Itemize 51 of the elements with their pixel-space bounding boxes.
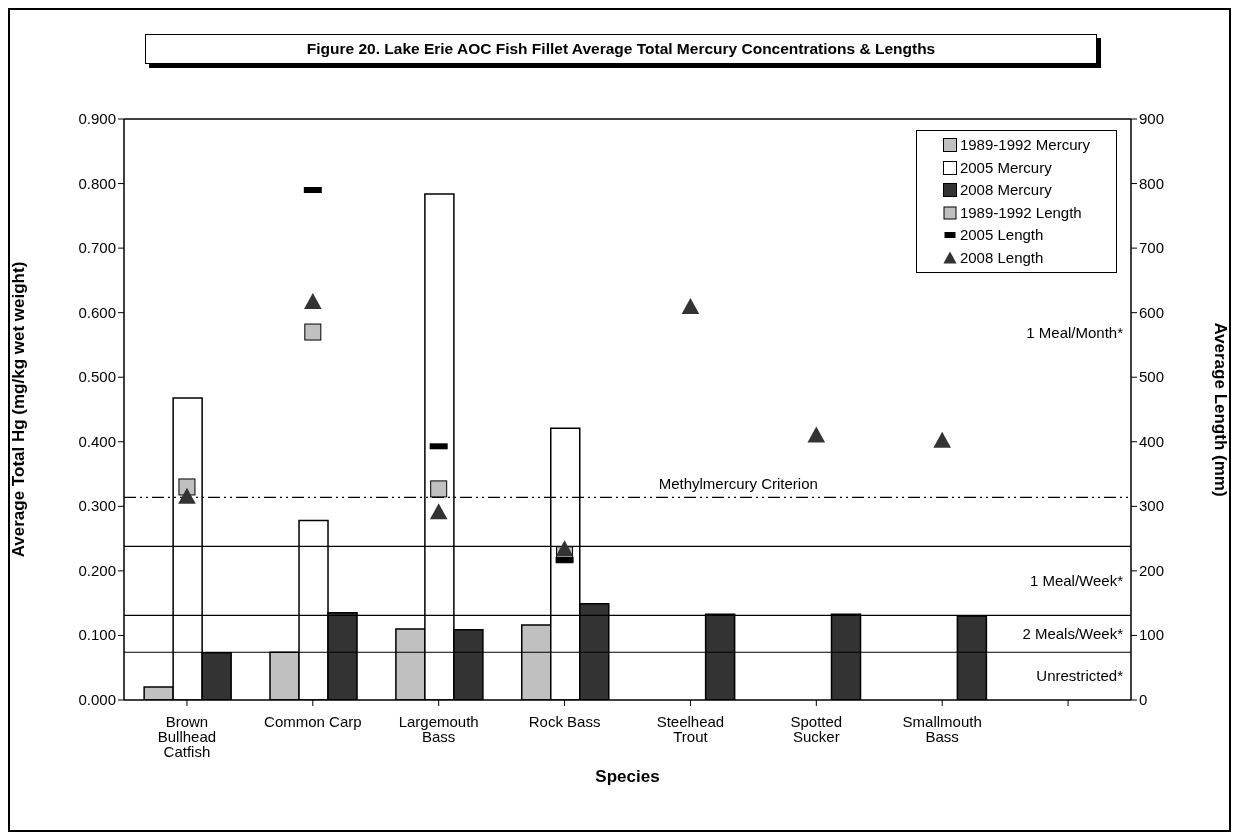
point <box>430 480 448 498</box>
legend-label: 2005 Mercury <box>959 157 1052 178</box>
x-tick-label: Smallmouth Bass <box>902 712 982 745</box>
annotation: Unrestricted* <box>1036 667 1123 686</box>
x-tick-label: Rock Bass <box>528 712 601 730</box>
y2-tick-label: 800 <box>1139 174 1165 192</box>
point <box>555 540 574 557</box>
y2-axis-title: Average Length (mm) <box>1210 322 1230 497</box>
y2-tick-label: 200 <box>1139 561 1165 579</box>
y-tick-label: 0.800 <box>78 174 116 192</box>
y2-tick-label: 700 <box>1139 239 1165 257</box>
legend-label: 1989-1992 Length <box>959 202 1082 223</box>
point <box>681 298 700 315</box>
point <box>429 503 448 520</box>
ref-line-label: Methylmercury Criterion <box>658 475 818 493</box>
x-tick-label: Brown Bullhead Catfish <box>157 712 217 760</box>
legend-label: 2008 Length <box>959 247 1044 268</box>
y2-tick-label: 0 <box>1139 691 1148 708</box>
x-tick-label: Steelhead Trout <box>656 712 725 745</box>
chart-title: Figure 20. Lake Erie AOC Fish Fillet Average Total Mercury Concentrations & Lengths <box>145 34 1097 64</box>
y-tick-label: 0.200 <box>78 561 116 579</box>
y-tick-label: 0.300 <box>78 497 116 515</box>
annotation: 1 Meal/Week* <box>1029 571 1123 590</box>
point <box>304 292 322 309</box>
y-tick-label: 0.400 <box>78 432 116 450</box>
x-tick-label: Largemouth Bass <box>398 712 479 745</box>
y2-tick-label: 900 <box>1139 110 1165 127</box>
y2-tick-label: 500 <box>1139 368 1165 386</box>
legend-label: 1989-1992 Mercury <box>959 135 1090 155</box>
y2-tick-label: 600 <box>1139 303 1165 321</box>
x-tick-label: Common Carp <box>264 712 362 730</box>
annotation: 2 Meals/Week* <box>1022 624 1123 643</box>
x-axis-title: Species <box>595 767 660 786</box>
y-tick-label: 0.500 <box>78 368 116 386</box>
y2-tick-label: 100 <box>1139 626 1165 644</box>
y2-tick-label: 400 <box>1139 432 1165 450</box>
y-tick-label: 0.900 <box>78 110 116 127</box>
point <box>807 426 826 443</box>
y2-tick-label: 300 <box>1139 497 1165 515</box>
annotation: 1 Meal/Month* <box>1026 323 1123 342</box>
y-tick-label: 0.100 <box>78 626 116 644</box>
y-axis-title: Average Total Hg (mg/kg wet weight) <box>9 261 29 558</box>
legend-label: 2008 Mercury <box>959 180 1052 200</box>
point <box>933 431 951 448</box>
point <box>178 487 196 504</box>
point <box>304 323 322 341</box>
legend-label: 2005 Length <box>959 225 1044 245</box>
y-tick-label: 0.700 <box>78 239 116 257</box>
y-tick-label: 0.600 <box>78 303 116 321</box>
x-tick-label: Spotted Sucker <box>790 712 843 745</box>
y-tick-label: 0.000 <box>78 691 116 708</box>
